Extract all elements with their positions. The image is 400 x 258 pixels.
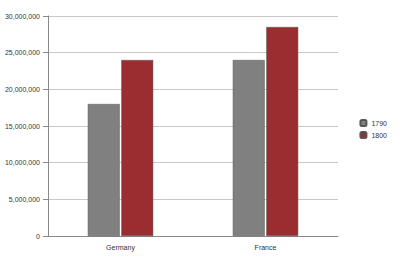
svg-text:France: France [255, 244, 277, 251]
svg-text:0: 0 [36, 233, 40, 240]
svg-text:30,000,000: 30,000,000 [5, 13, 40, 20]
svg-text:1790: 1790 [371, 120, 387, 127]
svg-text:Germany: Germany [106, 244, 135, 252]
svg-text:25,000,000: 25,000,000 [5, 49, 40, 56]
svg-text:10,000,000: 10,000,000 [5, 159, 40, 166]
svg-text:20,000,000: 20,000,000 [5, 86, 40, 93]
svg-text:5,000,000: 5,000,000 [9, 196, 40, 203]
svg-text:1800: 1800 [371, 132, 387, 139]
svg-text:15,000,000: 15,000,000 [5, 123, 40, 130]
